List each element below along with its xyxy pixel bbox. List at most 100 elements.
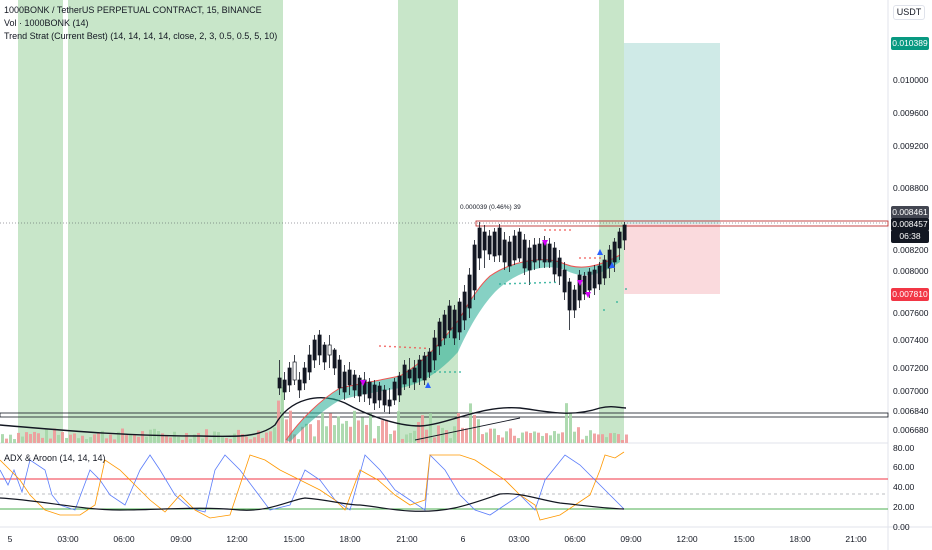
aroon-up-line	[0, 451, 625, 521]
candle-body	[587, 271, 592, 291]
volume-bar	[305, 423, 308, 443]
candle-body	[437, 321, 442, 347]
trail-dot	[559, 229, 561, 231]
volume-bar	[221, 437, 224, 443]
trail-dot	[504, 282, 506, 285]
volume-bar	[201, 438, 204, 443]
volume-bar	[613, 432, 616, 443]
volume-bar	[293, 434, 296, 443]
volume-bar	[333, 425, 336, 443]
indicator-axis-label: 40.00	[893, 482, 915, 492]
volume-bar	[621, 439, 624, 443]
strategy-legend[interactable]: Trend Strat (Current Best) (14, 14, 14, …	[4, 31, 278, 41]
volume-bar	[245, 436, 248, 443]
trail-dot	[625, 288, 627, 290]
symbol-title[interactable]: 1000BONK / TetherUS PERPETUAL CONTRACT, …	[4, 5, 262, 15]
volume-bar	[49, 438, 52, 443]
volume-bar	[57, 434, 60, 443]
volume-bar	[81, 435, 84, 443]
trail-dot	[414, 346, 416, 349]
volume-bar	[485, 432, 488, 443]
candle-body	[432, 337, 437, 361]
candle-body	[572, 289, 577, 311]
time-axis-label: 5	[7, 534, 13, 544]
currency-button[interactable]: USDT	[893, 5, 925, 20]
volume-bar	[285, 419, 288, 443]
volume-bar	[277, 400, 280, 443]
candle-body	[557, 257, 562, 277]
candle-body	[617, 231, 622, 249]
candle-body	[472, 244, 477, 291]
candle-body	[507, 241, 512, 267]
volume-bar	[393, 430, 396, 443]
volume-bar	[597, 434, 600, 443]
time-axis-label: 21:00	[396, 534, 418, 544]
volume-bar	[149, 429, 152, 443]
candle-body	[402, 364, 407, 385]
volume-bar	[337, 416, 340, 443]
volume-bar	[521, 432, 524, 443]
candle-body	[332, 349, 337, 369]
candle-body	[372, 384, 377, 404]
indicator-axis-label: 0.00	[893, 522, 910, 532]
volume-bar	[13, 439, 16, 443]
session-band	[68, 0, 283, 443]
volume-bar	[565, 403, 568, 443]
session-band	[18, 0, 63, 443]
volume-bar	[25, 432, 28, 443]
candle-body	[422, 355, 427, 381]
volume-bar	[477, 419, 480, 443]
volume-bar	[101, 430, 104, 443]
candle-body	[442, 314, 447, 339]
volume-bar	[433, 437, 436, 443]
volume-bar	[129, 434, 132, 443]
volume-bar	[465, 428, 468, 443]
candle-body	[622, 224, 627, 241]
candle-body	[497, 227, 502, 256]
volume-bar	[29, 434, 32, 443]
price-axis-label: 0.008800	[893, 183, 929, 193]
indicator-title[interactable]: ADX & Aroon (14, 14, 14)	[4, 453, 106, 463]
volume-legend[interactable]: Vol · 1000BONK (14)	[4, 18, 89, 28]
volume-bar	[609, 433, 612, 443]
volume-bar	[357, 420, 360, 443]
time-axis-label: 15:00	[283, 534, 305, 544]
volume-bar	[193, 434, 196, 443]
candle-body	[522, 239, 527, 269]
candle-body	[352, 374, 357, 391]
candle-body	[292, 361, 297, 381]
volume-bar	[21, 436, 24, 443]
trail-dot	[529, 282, 531, 284]
volume-bar	[5, 438, 8, 443]
trail-dot	[579, 257, 581, 259]
candle-body	[302, 367, 307, 384]
volume-bar	[573, 431, 576, 443]
session-band	[599, 0, 624, 443]
candle-body	[532, 244, 537, 263]
candle-body	[367, 381, 372, 399]
volume-bar	[65, 437, 68, 443]
volume-bar	[261, 438, 264, 443]
candle-body	[477, 227, 482, 259]
volume-bar	[557, 433, 560, 443]
sell-marker-icon	[360, 380, 366, 386]
volume-bar	[469, 403, 472, 443]
candle-body	[412, 367, 417, 383]
volume-bar	[385, 419, 388, 443]
volume-bar	[249, 439, 252, 443]
volume-bar	[421, 415, 424, 443]
volume-bar	[113, 439, 116, 443]
volume-bar	[301, 426, 304, 443]
countdown-tag: 06:38	[891, 230, 929, 243]
buy-marker-icon	[609, 262, 615, 268]
volume-bar	[589, 430, 592, 443]
candle-body	[392, 381, 397, 401]
volume-bar	[425, 429, 428, 443]
volume-bar	[165, 436, 168, 443]
volume-bar	[541, 435, 544, 443]
volume-bar	[517, 438, 520, 443]
candle-body	[297, 379, 302, 391]
time-axis-label: 03:00	[508, 534, 530, 544]
